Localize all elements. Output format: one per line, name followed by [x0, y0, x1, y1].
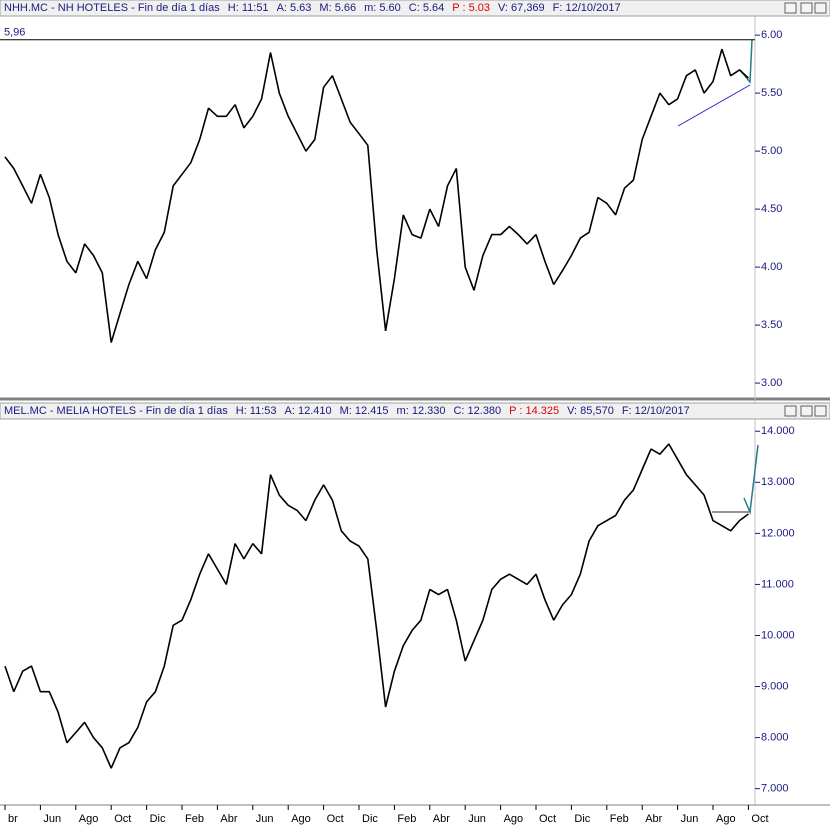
- y-tick-label: 8.000: [761, 732, 789, 744]
- close-button[interactable]: [814, 405, 827, 417]
- minimize-button[interactable]: [784, 405, 797, 417]
- y-tick-label: 3.50: [761, 319, 782, 331]
- quote-field: V: 85,570: [567, 405, 614, 417]
- panel-header-text: NHH.MC - NH HOTELES - Fin de día 1 días H…: [4, 2, 621, 14]
- quote-field: m: 5.60: [364, 2, 401, 14]
- quote-field: A: 5.63: [277, 2, 312, 14]
- quote-field: C: 5.64: [409, 2, 444, 14]
- x-tick-label: Dic: [362, 813, 378, 825]
- quote-field: F: 12/10/2017: [622, 405, 690, 417]
- y-tick-label: 5.50: [761, 87, 782, 99]
- restore-button[interactable]: [800, 405, 813, 417]
- y-tick-label: 7.000: [761, 783, 789, 795]
- quote-field: H: 11:53: [236, 405, 277, 417]
- x-tick-label: Ago: [79, 813, 99, 825]
- y-tick-label: 3.00: [761, 377, 782, 389]
- panel-title: MEL.MC - MELIA HOTELS - Fin de día 1 día…: [4, 405, 228, 417]
- y-tick-label: 12.000: [761, 527, 795, 539]
- x-tick-label: Feb: [185, 813, 204, 825]
- x-tick-label: Oct: [114, 813, 131, 825]
- x-tick-label: Jun: [256, 813, 274, 825]
- x-tick-label: Abr: [220, 813, 237, 825]
- x-tick-label: Dic: [574, 813, 590, 825]
- y-tick-label: 4.00: [761, 261, 782, 273]
- y-tick-label: 11.000: [761, 578, 794, 590]
- x-tick-label: br: [8, 813, 18, 825]
- trend-line: [677, 84, 751, 127]
- y-tick-label: 4.50: [761, 203, 782, 215]
- close-button[interactable]: [814, 2, 827, 14]
- panel-title: NHH.MC - NH HOTELES - Fin de día 1 días: [4, 2, 220, 14]
- x-tick-label: Abr: [433, 813, 450, 825]
- price-line: [4, 443, 749, 769]
- x-tick-label: Feb: [610, 813, 629, 825]
- x-tick-label: Oct: [751, 813, 768, 825]
- x-tick-label: Ago: [716, 813, 736, 825]
- y-tick-label: 9.000: [761, 680, 789, 692]
- y-tick-label: 13.000: [761, 476, 795, 488]
- x-tick-label: Jun: [468, 813, 486, 825]
- x-tick-label: Ago: [291, 813, 311, 825]
- x-tick-label: Oct: [539, 813, 556, 825]
- panel-header: [0, 402, 830, 420]
- quote-field: P : 14.325: [509, 405, 559, 417]
- price-line: [4, 48, 749, 343]
- projection-arrow: [743, 444, 759, 515]
- quote-field: M: 12.415: [340, 405, 389, 417]
- y-tick-label: 14.000: [761, 425, 795, 437]
- panel-header-text: MEL.MC - MELIA HOTELS - Fin de día 1 día…: [4, 405, 690, 417]
- quote-field: V: 67,369: [498, 2, 545, 14]
- x-tick-label: Abr: [645, 813, 662, 825]
- x-tick-label: Jun: [43, 813, 61, 825]
- quote-field: M: 5.66: [319, 2, 356, 14]
- minimize-button[interactable]: [784, 2, 797, 14]
- x-tick-label: Ago: [504, 813, 524, 825]
- x-tick-label: Oct: [327, 813, 344, 825]
- panel-header: [0, 0, 830, 17]
- y-tick-label: 5.00: [761, 145, 782, 157]
- x-tick-label: Feb: [397, 813, 416, 825]
- y-tick-label: 10.000: [761, 629, 795, 641]
- quote-field: m: 12.330: [397, 405, 446, 417]
- quote-field: P : 5.03: [452, 2, 490, 14]
- x-tick-label: Jun: [681, 813, 699, 825]
- y-tick-label: 6.00: [761, 29, 782, 41]
- x-tick-label: Dic: [150, 813, 166, 825]
- reference-label: 5,96: [4, 27, 25, 39]
- restore-button[interactable]: [800, 2, 813, 14]
- quote-field: C: 12.380: [453, 405, 501, 417]
- quote-field: A: 12.410: [285, 405, 332, 417]
- quote-field: F: 12/10/2017: [553, 2, 621, 14]
- quote-field: H: 11:51: [228, 2, 269, 14]
